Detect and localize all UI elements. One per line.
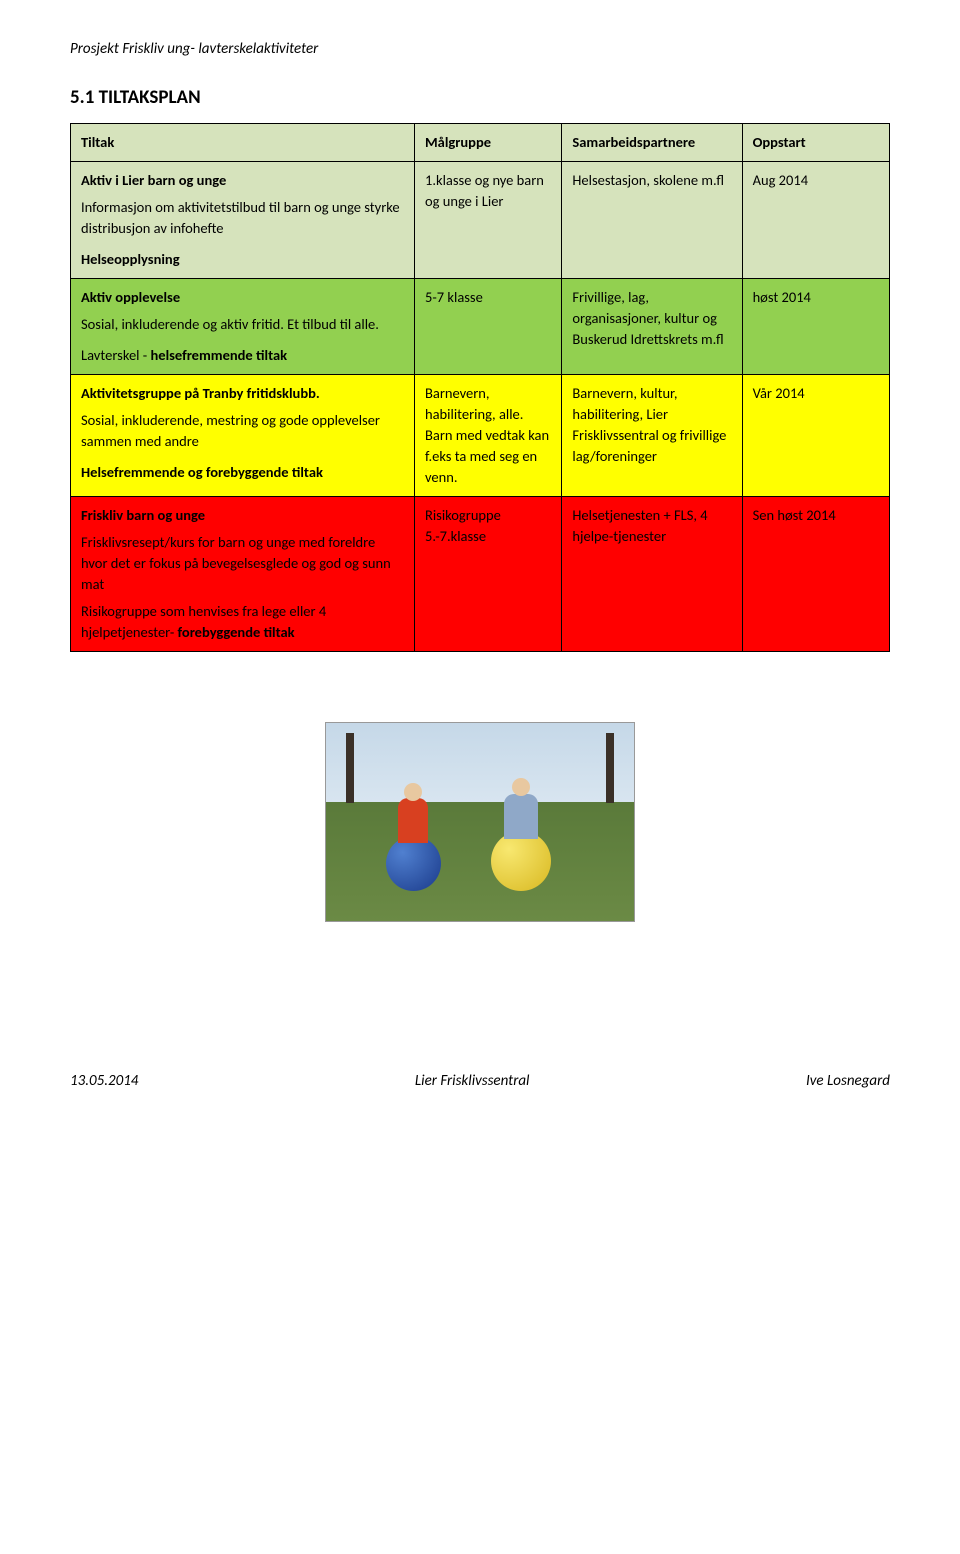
cell-malgruppe: 1.klasse og nye barn og unge i Lier (414, 162, 561, 279)
tiltak-body: Sosial, inkluderende, mestring og gode o… (81, 410, 404, 452)
cell-tiltak: Aktiv opplevelse Sosial, inkluderende og… (71, 279, 415, 375)
cell-tiltak: Aktiv i Lier barn og unge Informasjon om… (71, 162, 415, 279)
section-title: 5.1 TILTAKSPLAN (70, 86, 890, 109)
footer-author: Ive Losnegard (806, 1072, 890, 1090)
children-playing-image (325, 722, 635, 922)
page-header: Prosjekt Friskliv ung- lavterskelaktivit… (70, 40, 890, 58)
cell-malgruppe: Barnevern, habilitering, alle. Barn med … (414, 375, 561, 497)
tiltaksplan-table: Tiltak Målgruppe Samarbeidspartnere Opps… (70, 123, 890, 652)
tiltak-title: Friskliv barn og unge (81, 505, 404, 526)
ball-yellow (491, 831, 551, 891)
cell-oppstart: Aug 2014 (742, 162, 889, 279)
tree-shape (606, 733, 614, 803)
footer-date: 13.05.2014 (70, 1072, 138, 1090)
cell-oppstart: Sen høst 2014 (742, 497, 889, 652)
col-header-tiltak: Tiltak (71, 124, 415, 162)
cell-samarbeid: Frivillige, lag, organisasjoner, kultur … (562, 279, 742, 375)
tiltak-title: Aktivitetsgruppe på Tranby fritidsklubb. (81, 383, 404, 404)
col-header-samarbeid: Samarbeidspartnere (562, 124, 742, 162)
child-blue (504, 794, 538, 839)
tiltak-sub: Helsefremmende og forebyggende tiltak (81, 462, 404, 483)
cell-malgruppe: Risikogruppe 5.-7.klasse (414, 497, 561, 652)
tiltak-body: Sosial, inkluderende og aktiv fritid. Et… (81, 314, 404, 335)
table-row: Aktivitetsgruppe på Tranby fritidsklubb.… (71, 375, 890, 497)
cell-samarbeid: Helsetjenesten + FLS, 4 hjelpe-tjenester (562, 497, 742, 652)
tiltak-body2-bold: forebyggende tiltak (178, 623, 295, 641)
tiltak-sub: Helseopplysning (81, 249, 404, 270)
tiltak-title: Aktiv i Lier barn og unge (81, 170, 404, 191)
col-header-oppstart: Oppstart (742, 124, 889, 162)
tiltak-sub-bold: helsefremmende tiltak (150, 346, 287, 364)
cell-samarbeid: Helsestasjon, skolene m.fl (562, 162, 742, 279)
tiltak-sub: Lavterskel - helsefremmende tiltak (81, 345, 404, 366)
cell-malgruppe: 5-7 klasse (414, 279, 561, 375)
cell-tiltak: Aktivitetsgruppe på Tranby fritidsklubb.… (71, 375, 415, 497)
table-row: Aktiv opplevelse Sosial, inkluderende og… (71, 279, 890, 375)
cell-oppstart: høst 2014 (742, 279, 889, 375)
tiltak-title: Aktiv opplevelse (81, 287, 404, 308)
tree-shape (346, 733, 354, 803)
table-row: Friskliv barn og unge Frisklivsresept/ku… (71, 497, 890, 652)
child-red (398, 798, 428, 843)
tiltak-sub-prefix: Lavterskel - (81, 346, 150, 364)
footer-center: Lier Frisklivssentral (415, 1072, 530, 1090)
tiltak-body: Frisklivsresept/kurs for barn og unge me… (81, 532, 404, 595)
tiltak-body2: Risikogruppe som henvises fra lege eller… (81, 601, 404, 643)
col-header-malgruppe: Målgruppe (414, 124, 561, 162)
table-header-row: Tiltak Målgruppe Samarbeidspartnere Opps… (71, 124, 890, 162)
table-row: Aktiv i Lier barn og unge Informasjon om… (71, 162, 890, 279)
cell-samarbeid: Barnevern, kultur, habilitering, Lier Fr… (562, 375, 742, 497)
cell-tiltak: Friskliv barn og unge Frisklivsresept/ku… (71, 497, 415, 652)
cell-oppstart: Vår 2014 (742, 375, 889, 497)
page-footer: 13.05.2014 Lier Frisklivssentral Ive Los… (70, 1072, 890, 1090)
tiltak-body: Informasjon om aktivitetstilbud til barn… (81, 197, 404, 239)
ball-blue (386, 836, 441, 891)
